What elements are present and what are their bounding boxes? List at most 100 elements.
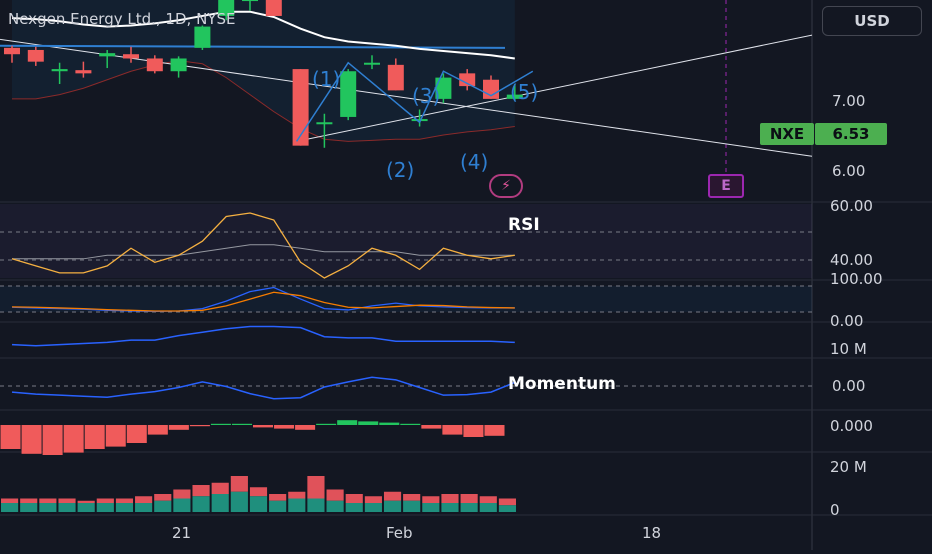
candle-body <box>27 49 44 62</box>
volume-bar <box>269 494 287 501</box>
volume-bar-base <box>345 503 363 512</box>
histogram-bar <box>21 425 42 454</box>
candle-body <box>364 62 380 65</box>
volume-bar-base <box>269 500 287 512</box>
trendline-support <box>296 34 813 142</box>
candle-body <box>387 64 404 91</box>
chart-title: Nexgen Energy Ltd., 1D, NYSE <box>8 10 236 28</box>
candle-body <box>265 0 282 16</box>
volume-bar <box>479 496 497 503</box>
price-tick-label: 7.00 <box>832 92 866 110</box>
momentum-line <box>11 376 516 400</box>
candle-body <box>459 73 476 87</box>
histogram-bar <box>0 425 21 449</box>
momentum-tick-label: 0.00 <box>832 377 866 395</box>
trendline-resistance <box>0 38 813 157</box>
price-tick-label: 6.00 <box>832 162 866 180</box>
volume-bar <box>173 489 191 499</box>
volume-bar <box>345 494 363 503</box>
histogram-bar <box>147 425 168 435</box>
volatility-line <box>11 325 515 347</box>
candle-body <box>435 77 452 99</box>
lower-band-line <box>12 60 515 142</box>
volume-bar <box>383 491 402 501</box>
histogram-bar <box>253 425 274 428</box>
volume-bar <box>441 494 459 503</box>
earnings-marker[interactable]: E <box>708 174 744 198</box>
histogram-bar <box>316 423 337 425</box>
histogram-bar <box>168 425 189 430</box>
volume-bar <box>96 498 114 503</box>
candle-body <box>146 58 163 72</box>
candle-body <box>292 69 309 146</box>
candle-body <box>242 0 258 2</box>
histogram-bar <box>189 425 210 427</box>
volume-bar-base <box>364 503 382 512</box>
currency-button[interactable]: USD <box>822 6 922 36</box>
candle-body <box>218 0 235 16</box>
volume-bar <box>58 498 76 503</box>
volume-bar <box>288 491 306 499</box>
rsi-tick-label: 60.00 <box>830 197 873 215</box>
rsi-pane-label: RSI <box>508 215 540 235</box>
volume-bar <box>498 498 516 506</box>
oscillator-tick-label: 100.00 <box>830 270 883 288</box>
volume-bar-base <box>383 500 402 512</box>
volume-bar <box>211 482 229 494</box>
volume-bar <box>77 500 95 503</box>
wave-label-4: (4) <box>460 150 489 174</box>
volume-bar <box>326 489 344 501</box>
volume-bar-base <box>58 503 76 512</box>
wave-label-1: (1) <box>312 67 341 91</box>
candle-body <box>51 69 68 72</box>
volume-bar <box>39 498 57 503</box>
volume-bar-base <box>39 503 57 512</box>
volume-bar-base <box>249 496 268 512</box>
volume-bar <box>422 496 440 503</box>
volume-bar-base <box>154 500 172 512</box>
volume-bar-base <box>211 494 229 512</box>
candle-body <box>4 47 20 55</box>
volume-bar-base <box>20 503 38 512</box>
candle-body <box>75 70 92 74</box>
volume-bar <box>249 487 268 497</box>
volume-bar-base <box>422 503 440 512</box>
volume-bar <box>1 498 19 503</box>
histogram-bar <box>126 425 147 443</box>
histogram-bar <box>274 425 295 429</box>
histogram-bar <box>231 423 252 425</box>
volume-bar-base <box>192 496 210 512</box>
volume-bar-base <box>115 503 134 512</box>
volume-bar-base <box>460 503 478 512</box>
lightning-icon[interactable]: ⚡ <box>489 174 523 198</box>
candle-body <box>316 122 333 125</box>
resistance-level <box>0 44 506 49</box>
histogram-bar <box>105 425 126 447</box>
histogram-bar <box>63 425 84 453</box>
volume-bar-base <box>498 505 516 512</box>
histogram-bar <box>210 423 231 425</box>
volume-bar-base <box>403 500 421 512</box>
volume-bar <box>115 498 134 503</box>
volume-bar-base <box>326 500 344 512</box>
time-tick-label: 21 <box>172 524 192 542</box>
volume-bar <box>460 494 478 503</box>
volume-bar-base <box>307 498 325 512</box>
volume-bar <box>192 485 210 497</box>
volume-bar-base <box>479 503 497 512</box>
time-tick-label: Feb <box>386 524 413 542</box>
rsi-tick-label: 40.00 <box>830 251 873 269</box>
candle-body <box>170 58 187 72</box>
histogram-tick-label: 0.000 <box>830 417 873 435</box>
momentum-pane-label: Momentum <box>508 374 616 394</box>
candle-body <box>99 53 116 57</box>
histogram-bar <box>84 425 105 449</box>
volume-bar-base <box>441 503 459 512</box>
candle-body <box>506 94 523 99</box>
volume-bar-base <box>1 503 19 512</box>
volume-bar-base <box>288 498 306 512</box>
candle-body <box>411 119 428 122</box>
histogram-bar <box>295 425 316 430</box>
